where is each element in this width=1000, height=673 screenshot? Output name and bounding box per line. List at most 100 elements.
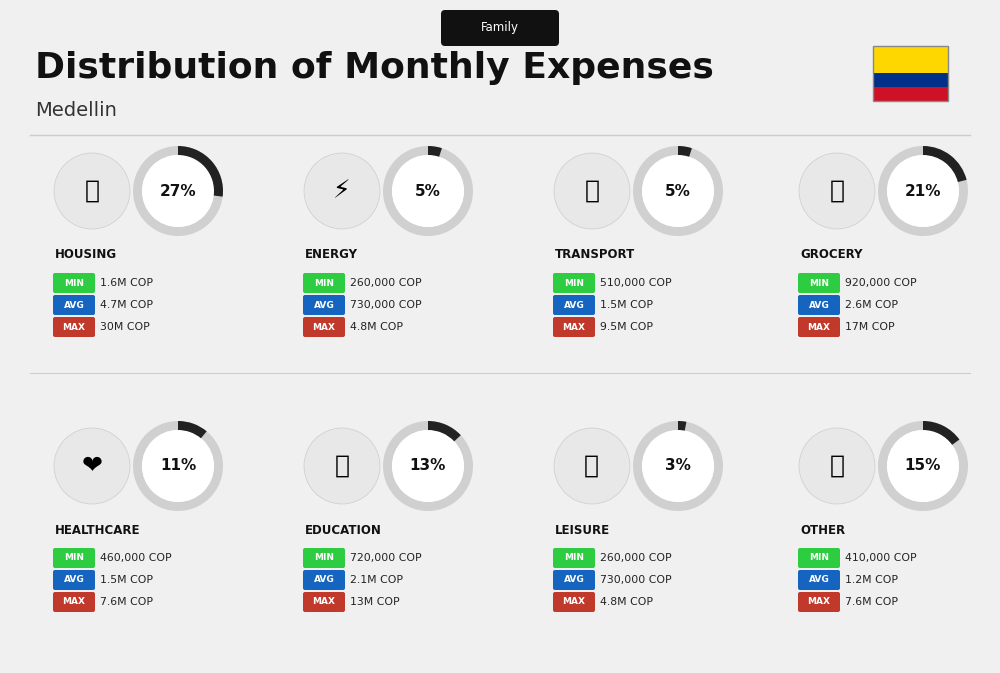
Text: ENERGY: ENERGY bbox=[305, 248, 358, 262]
Text: AVG: AVG bbox=[314, 575, 334, 584]
Text: 4.8M COP: 4.8M COP bbox=[600, 597, 653, 607]
FancyBboxPatch shape bbox=[303, 570, 345, 590]
Text: MAX: MAX bbox=[62, 598, 86, 606]
Text: HOUSING: HOUSING bbox=[55, 248, 117, 262]
FancyBboxPatch shape bbox=[798, 570, 840, 590]
FancyBboxPatch shape bbox=[553, 273, 595, 293]
Wedge shape bbox=[878, 146, 968, 236]
Text: MIN: MIN bbox=[809, 279, 829, 287]
Text: 730,000 COP: 730,000 COP bbox=[600, 575, 672, 585]
Text: 720,000 COP: 720,000 COP bbox=[350, 553, 422, 563]
Wedge shape bbox=[383, 146, 473, 236]
FancyBboxPatch shape bbox=[53, 273, 95, 293]
Text: 920,000 COP: 920,000 COP bbox=[845, 278, 917, 288]
Wedge shape bbox=[878, 421, 968, 511]
Text: MIN: MIN bbox=[64, 279, 84, 287]
Circle shape bbox=[799, 428, 875, 504]
FancyBboxPatch shape bbox=[872, 46, 948, 73]
Text: AVG: AVG bbox=[809, 575, 829, 584]
Text: 510,000 COP: 510,000 COP bbox=[600, 278, 672, 288]
Wedge shape bbox=[633, 146, 723, 236]
FancyBboxPatch shape bbox=[53, 592, 95, 612]
Text: 13M COP: 13M COP bbox=[350, 597, 400, 607]
Wedge shape bbox=[923, 421, 959, 445]
FancyBboxPatch shape bbox=[303, 317, 345, 337]
Circle shape bbox=[554, 153, 630, 229]
Text: 💰: 💰 bbox=[829, 454, 844, 478]
Text: MAX: MAX bbox=[808, 322, 830, 332]
Text: 21%: 21% bbox=[905, 184, 941, 199]
Text: MIN: MIN bbox=[564, 279, 584, 287]
Text: OTHER: OTHER bbox=[800, 524, 845, 536]
Text: AVG: AVG bbox=[64, 575, 84, 584]
Text: 13%: 13% bbox=[410, 458, 446, 474]
FancyBboxPatch shape bbox=[872, 87, 948, 100]
Wedge shape bbox=[383, 421, 473, 511]
FancyBboxPatch shape bbox=[303, 273, 345, 293]
Text: 🎓: 🎓 bbox=[334, 454, 350, 478]
Text: 🏢: 🏢 bbox=[84, 179, 100, 203]
Text: 4.7M COP: 4.7M COP bbox=[100, 300, 153, 310]
Text: 7.6M COP: 7.6M COP bbox=[845, 597, 898, 607]
Text: ⚡: ⚡ bbox=[333, 179, 351, 203]
Text: 260,000 COP: 260,000 COP bbox=[600, 553, 672, 563]
Text: 2.1M COP: 2.1M COP bbox=[350, 575, 403, 585]
Text: AVG: AVG bbox=[809, 301, 829, 310]
Circle shape bbox=[142, 430, 214, 502]
Wedge shape bbox=[633, 421, 723, 511]
Text: MAX: MAX bbox=[808, 598, 830, 606]
FancyBboxPatch shape bbox=[53, 570, 95, 590]
Circle shape bbox=[887, 155, 959, 227]
Text: 5%: 5% bbox=[665, 184, 691, 199]
FancyBboxPatch shape bbox=[872, 73, 948, 87]
FancyBboxPatch shape bbox=[53, 548, 95, 568]
Text: 2.6M COP: 2.6M COP bbox=[845, 300, 898, 310]
Text: MIN: MIN bbox=[64, 553, 84, 563]
Text: 730,000 COP: 730,000 COP bbox=[350, 300, 422, 310]
Text: MAX: MAX bbox=[562, 598, 586, 606]
Text: 460,000 COP: 460,000 COP bbox=[100, 553, 172, 563]
FancyBboxPatch shape bbox=[553, 570, 595, 590]
Text: Family: Family bbox=[481, 22, 519, 34]
Text: 1.5M COP: 1.5M COP bbox=[600, 300, 653, 310]
Circle shape bbox=[799, 153, 875, 229]
Circle shape bbox=[392, 430, 464, 502]
Wedge shape bbox=[428, 146, 442, 157]
Text: Distribution of Monthly Expenses: Distribution of Monthly Expenses bbox=[35, 51, 714, 85]
Text: 9.5M COP: 9.5M COP bbox=[600, 322, 653, 332]
Text: GROCERY: GROCERY bbox=[800, 248, 862, 262]
Wedge shape bbox=[923, 146, 967, 182]
Circle shape bbox=[54, 153, 130, 229]
Text: 1.5M COP: 1.5M COP bbox=[100, 575, 153, 585]
Circle shape bbox=[142, 155, 214, 227]
Text: LEISURE: LEISURE bbox=[555, 524, 610, 536]
Text: MIN: MIN bbox=[809, 553, 829, 563]
Text: MIN: MIN bbox=[564, 553, 584, 563]
FancyBboxPatch shape bbox=[798, 548, 840, 568]
Text: 30M COP: 30M COP bbox=[100, 322, 150, 332]
FancyBboxPatch shape bbox=[303, 548, 345, 568]
Text: 5%: 5% bbox=[415, 184, 441, 199]
Text: TRANSPORT: TRANSPORT bbox=[555, 248, 635, 262]
Circle shape bbox=[554, 428, 630, 504]
Text: 1.2M COP: 1.2M COP bbox=[845, 575, 898, 585]
Circle shape bbox=[392, 155, 464, 227]
Text: 15%: 15% bbox=[905, 458, 941, 474]
Text: 🛒: 🛒 bbox=[829, 179, 844, 203]
Text: MIN: MIN bbox=[314, 553, 334, 563]
FancyBboxPatch shape bbox=[553, 592, 595, 612]
FancyBboxPatch shape bbox=[53, 295, 95, 315]
Text: 410,000 COP: 410,000 COP bbox=[845, 553, 917, 563]
Text: MIN: MIN bbox=[314, 279, 334, 287]
FancyBboxPatch shape bbox=[798, 592, 840, 612]
Wedge shape bbox=[178, 146, 223, 197]
Circle shape bbox=[887, 430, 959, 502]
FancyBboxPatch shape bbox=[303, 592, 345, 612]
Circle shape bbox=[304, 153, 380, 229]
Text: 3%: 3% bbox=[665, 458, 691, 474]
Text: 🚌: 🚌 bbox=[584, 179, 600, 203]
FancyBboxPatch shape bbox=[553, 295, 595, 315]
Text: Medellin: Medellin bbox=[35, 102, 117, 120]
Text: ❤️: ❤️ bbox=[82, 454, 103, 478]
Text: MAX: MAX bbox=[62, 322, 86, 332]
